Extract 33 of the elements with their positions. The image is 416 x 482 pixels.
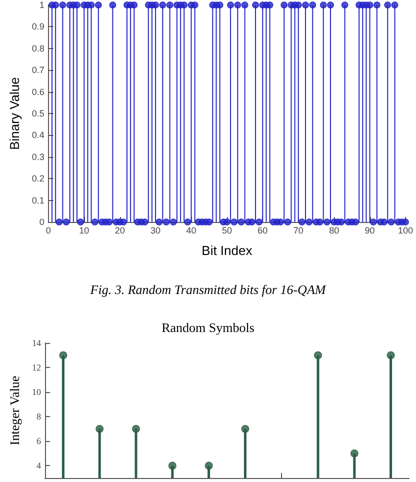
chart-title: Random Symbols: [162, 320, 254, 335]
y-axis-title: Binary Value: [7, 77, 22, 150]
x-tick-label: 90: [364, 226, 375, 236]
x-tick-label: 60: [258, 226, 268, 236]
y-tick-label: 12: [32, 362, 41, 373]
y-tick-label: 0.4: [32, 130, 44, 140]
y-tick-label: 0: [39, 217, 44, 227]
y-tick-label: 4: [36, 460, 42, 471]
x-tick-label: 20: [114, 226, 125, 236]
x-axis-title: Bit Index: [202, 243, 253, 258]
y-tick-label: 0.5: [32, 108, 44, 118]
y-tick-label: 0.8: [32, 43, 44, 54]
y-tick-label: 1: [39, 0, 44, 10]
y-tick-label: 0.1: [32, 195, 44, 206]
x-tick-label: 80: [329, 226, 340, 236]
y-tick-label: 10: [32, 387, 42, 398]
y-tick-label: 14: [32, 338, 42, 348]
x-tick-label: 100: [398, 226, 414, 236]
y-tick-label: 0.2: [32, 174, 44, 184]
y-tick-label: 6: [36, 436, 42, 446]
x-tick-label: 50: [222, 226, 232, 236]
x-tick-label: 10: [79, 226, 90, 236]
x-tick-label: 70: [293, 226, 304, 236]
y-tick-label: 0.7: [32, 65, 44, 76]
y-tick-label: 8: [36, 412, 42, 422]
y-tick-label: 0.6: [32, 86, 44, 97]
x-tick-label: 40: [186, 226, 196, 236]
y-tick-label: 0.3: [32, 152, 44, 162]
x-tick-label: 30: [150, 226, 161, 236]
y-tick-label: 0.9: [32, 22, 44, 32]
caption: Fig. 3. Random Transmitted bits for 16-QAM: [89, 282, 328, 298]
x-tick-label: 0: [46, 226, 51, 236]
y-axis-title: Integer Value: [7, 376, 22, 446]
